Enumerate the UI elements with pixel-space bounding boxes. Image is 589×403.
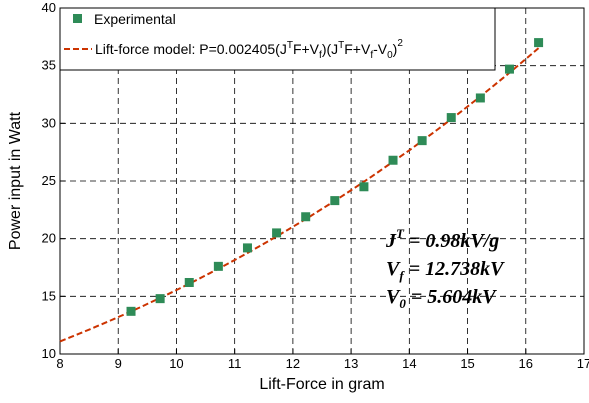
annotation-jt: JT = 0.98kV/g <box>385 226 499 252</box>
experimental-series <box>126 38 544 316</box>
legend: Experimental Lift-force model: P=0.00240… <box>59 7 496 71</box>
data-point <box>330 196 340 206</box>
x-axis-title: Lift-Force in gram <box>259 376 384 393</box>
legend-label-model: Lift-force model: P=0.002405(JTF+Vf)(JTF… <box>95 38 403 61</box>
x-tick-label: 8 <box>56 356 63 371</box>
annotation-v0: V0 = 5.604kV <box>386 286 497 311</box>
x-tick-label: 11 <box>228 356 242 371</box>
model-series <box>59 47 540 343</box>
legend-marker-experimental <box>73 14 82 23</box>
y-tick-label: 35 <box>42 58 56 73</box>
x-axis: 8 9 10 11 12 13 14 15 16 17 <box>56 349 589 371</box>
model-curve <box>59 47 540 343</box>
y-tick-label: 40 <box>42 0 56 15</box>
y-tick-label: 15 <box>42 288 56 303</box>
data-point <box>534 38 544 48</box>
y-tick-label: 20 <box>42 231 56 246</box>
data-point <box>155 294 165 304</box>
data-point <box>301 212 311 222</box>
data-point <box>184 277 194 287</box>
data-point <box>446 113 456 123</box>
parameter-annotations: JT = 0.98kV/g Vf = 12.738kV V0 = 5.604kV <box>385 226 505 311</box>
x-tick-label: 16 <box>519 356 533 371</box>
data-point <box>272 228 282 238</box>
y-tick-label: 10 <box>42 346 56 361</box>
annotation-vf: Vf = 12.738kV <box>386 258 505 283</box>
x-tick-label: 17 <box>577 356 589 371</box>
x-tick-label: 10 <box>169 356 183 371</box>
data-point <box>242 243 252 253</box>
legend-box <box>59 7 496 71</box>
data-point <box>213 261 223 271</box>
y-axis: 10 15 20 25 30 35 40 <box>42 0 65 361</box>
y-tick-label: 30 <box>42 115 56 130</box>
legend-label-experimental: Experimental <box>94 11 176 27</box>
data-point <box>504 64 514 74</box>
y-tick-label: 25 <box>42 173 56 188</box>
y-axis-title: Power input in Watt <box>7 111 24 250</box>
data-point <box>359 182 369 192</box>
data-point <box>388 155 398 165</box>
x-tick-label: 9 <box>115 356 122 371</box>
data-point <box>126 306 136 316</box>
x-tick-label: 15 <box>460 356 474 371</box>
x-tick-label: 14 <box>402 356 416 371</box>
x-tick-label: 13 <box>344 356 358 371</box>
data-point <box>417 136 427 146</box>
x-tick-label: 12 <box>286 356 300 371</box>
data-point <box>475 93 485 103</box>
